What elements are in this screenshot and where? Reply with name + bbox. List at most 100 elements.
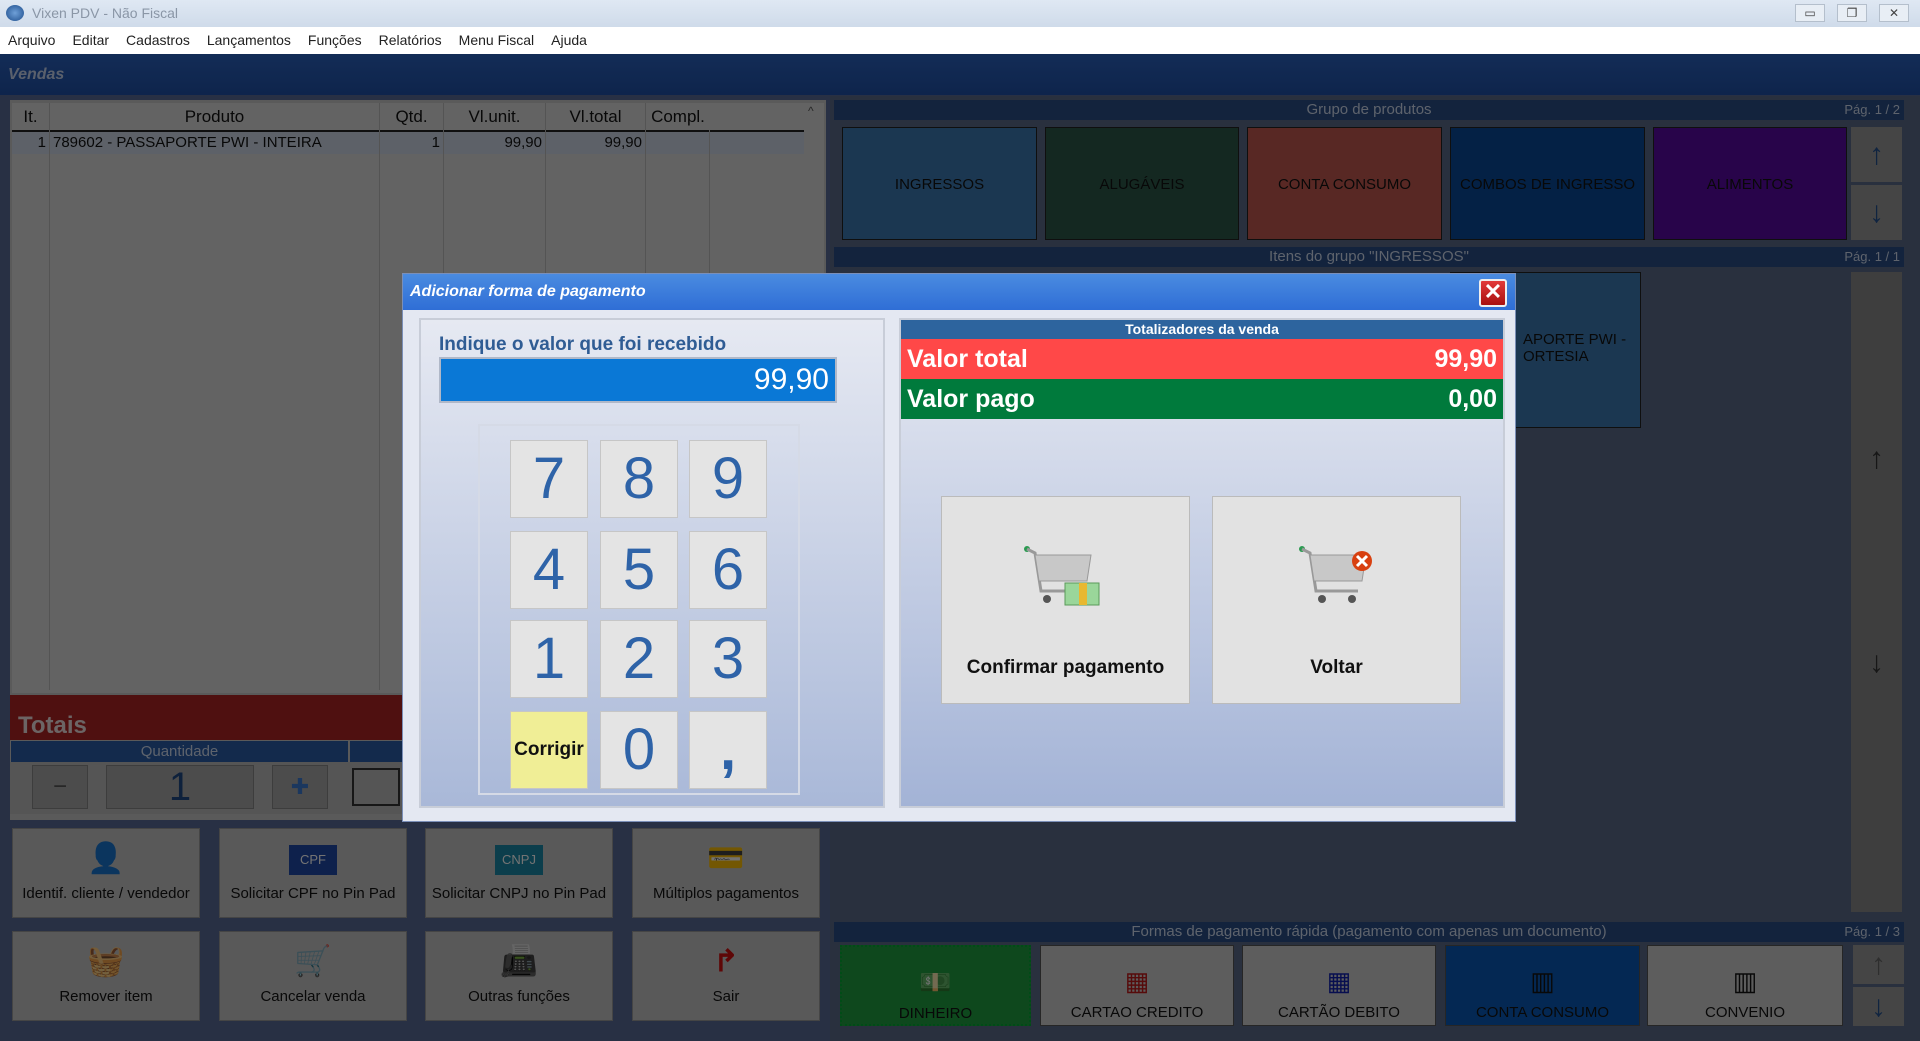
key-1[interactable]: 1 <box>510 620 588 698</box>
group-items-page: Pág. 1 / 1 <box>1844 249 1900 264</box>
received-value-input[interactable]: 99,90 <box>439 357 837 403</box>
cell-it: 1 <box>12 132 50 154</box>
menu-lancamentos[interactable]: Lançamentos <box>206 32 291 48</box>
key-8[interactable]: 8 <box>600 440 678 518</box>
key-6[interactable]: 6 <box>689 531 767 609</box>
exit-button[interactable]: ↱ Sair <box>632 931 820 1021</box>
payments-down-arrow-icon[interactable]: ↓ <box>1853 987 1904 1026</box>
minimize-button[interactable]: ▭ <box>1795 4 1825 22</box>
quick-payments-page: Pág. 1 / 3 <box>1844 924 1900 939</box>
exit-icon: ↱ <box>713 945 739 978</box>
section-title: Vendas <box>0 54 1920 95</box>
button-label: Múltiplos pagamentos <box>653 885 799 902</box>
items-scrollbar[interactable]: ↑ ↓ <box>1851 272 1902 912</box>
col-vltotal[interactable]: Vl.total <box>546 103 646 130</box>
confirm-payment-label: Confirmar pagamento <box>966 657 1165 678</box>
multiple-payments-button[interactable]: 💳 Múltiplos pagamentos <box>632 828 820 918</box>
key-0[interactable]: 0 <box>600 711 678 789</box>
group-alimentos[interactable]: ALIMENTOS <box>1653 127 1847 240</box>
key-3[interactable]: 3 <box>689 620 767 698</box>
valor-pago-label: Valor pago <box>907 385 1035 413</box>
menu-cadastros[interactable]: Cadastros <box>126 32 190 48</box>
confirm-payment-button[interactable]: Confirmar pagamento <box>941 496 1190 704</box>
request-cnpj-button[interactable]: CNPJ Solicitar CNPJ no Pin Pad <box>425 828 613 918</box>
table-row[interactable] <box>12 132 804 154</box>
button-label: Solicitar CPF no Pin Pad <box>230 885 396 902</box>
window-title: Vixen PDV - Não Fiscal <box>32 5 179 21</box>
correct-button[interactable]: Corrigir <box>510 711 588 789</box>
title-bar: Vixen PDV - Não Fiscal <box>0 0 1920 27</box>
pay-convenio-button[interactable]: ▥ CONVENIO <box>1647 945 1843 1026</box>
key-4[interactable]: 4 <box>510 531 588 609</box>
col-qtd[interactable]: Qtd. <box>380 103 444 130</box>
menu-arquivo[interactable]: Arquivo <box>8 32 56 48</box>
button-label: CONTA CONSUMO <box>1475 1004 1610 1021</box>
increase-quantity-button[interactable]: ✚ <box>272 765 328 809</box>
request-cpf-button[interactable]: CPF Solicitar CPF no Pin Pad <box>219 828 407 918</box>
valor-pago-value: 0,00 <box>1448 385 1497 413</box>
identify-customer-button[interactable]: 👤 Identif. cliente / vendedor <box>12 828 200 918</box>
quantity-field[interactable]: 1 <box>106 765 254 809</box>
pay-debito-button[interactable]: ▦ CARTÃO DEBITO <box>1242 945 1436 1026</box>
pay-dinheiro-button[interactable]: 💵 DINHEIRO <box>840 945 1031 1026</box>
pay-credito-button[interactable]: ▦ CARTAO CREDITO <box>1040 945 1234 1026</box>
button-label: Outras funções <box>468 988 570 1005</box>
cancel-cart-icon: 🛒 <box>294 945 332 978</box>
button-label: CARTAO CREDITO <box>1070 1004 1204 1021</box>
key-7[interactable]: 7 <box>510 440 588 518</box>
payments-up-arrow-icon[interactable]: ↑ <box>1853 945 1904 984</box>
debit-card-icon: ▦ <box>1326 966 1352 996</box>
col-vlunit[interactable]: Vl.unit. <box>444 103 546 130</box>
groups-up-arrow-icon[interactable]: ↑ <box>1851 127 1902 182</box>
cpf-card-icon: CPF <box>289 845 337 875</box>
dialog-title: Adicionar forma de pagamento <box>403 274 1515 310</box>
key-2[interactable]: 2 <box>600 620 678 698</box>
user-search-icon: 👤 <box>87 842 125 875</box>
credit-card-icon: ▦ <box>1124 966 1150 996</box>
valor-total-value: 99,90 <box>1434 345 1497 373</box>
menu-funcoes[interactable]: Funções <box>307 32 362 48</box>
grid-line <box>49 130 50 690</box>
app-icon <box>6 5 24 21</box>
cell-qtd: 1 <box>380 132 444 154</box>
cancel-sale-button[interactable]: 🛒 Cancelar venda <box>219 931 407 1021</box>
other-functions-button[interactable]: 📠 Outras funções <box>425 931 613 1021</box>
scroll-up-icon[interactable]: ^ <box>808 104 814 118</box>
groups-header: Grupo de produtos Pág. 1 / 2 <box>834 100 1904 120</box>
key-9[interactable]: 9 <box>689 440 767 518</box>
barcode-icon: ▥ <box>1732 966 1758 996</box>
menu-fiscal[interactable]: Menu Fiscal <box>458 32 535 48</box>
multiple-payments-icon: 💳 <box>707 842 745 875</box>
groups-down-arrow-icon[interactable]: ↓ <box>1851 185 1902 240</box>
col-compl[interactable]: Compl. <box>651 107 705 126</box>
group-conta-consumo[interactable]: CONTA CONSUMO <box>1247 127 1442 240</box>
restore-button[interactable]: ❐ <box>1837 4 1867 22</box>
menu-ajuda[interactable]: Ajuda <box>551 32 587 48</box>
col-produto[interactable]: Produto <box>50 103 380 130</box>
group-ingressos[interactable]: INGRESSOS <box>842 127 1037 240</box>
cart-cancel-icon <box>1298 546 1372 603</box>
close-dialog-icon[interactable]: ✕ <box>1479 279 1507 307</box>
value-panel: Indique o valor que foi recebido 99,90 7… <box>419 318 885 808</box>
pay-conta-consumo-button[interactable]: ▥ CONTA CONSUMO <box>1445 945 1640 1026</box>
key-5[interactable]: 5 <box>600 531 678 609</box>
group-alugaveis[interactable]: ALUGÁVEIS <box>1045 127 1239 240</box>
quick-payments-header: Formas de pagamento rápida (pagamento co… <box>834 922 1904 942</box>
button-label: Sair <box>712 988 740 1005</box>
close-window-button[interactable]: ✕ <box>1879 4 1909 22</box>
cart-money-icon <box>1023 546 1099 606</box>
totalizers-panel: Totalizadores da venda Valor total 99,90 … <box>899 318 1505 808</box>
key-comma[interactable]: , <box>689 711 767 789</box>
decrease-quantity-button[interactable]: − <box>32 765 88 809</box>
back-button[interactable]: Voltar <box>1212 496 1461 704</box>
col-it[interactable]: It. <box>12 103 50 130</box>
menu-relatorios[interactable]: Relatórios <box>378 32 442 48</box>
menu-editar[interactable]: Editar <box>72 32 110 48</box>
totals-field <box>352 768 400 806</box>
group-combos[interactable]: COMBOS DE INGRESSO <box>1450 127 1645 240</box>
items-up-arrow-icon[interactable]: ↑ <box>1869 442 1884 475</box>
numeric-keypad: 7 8 9 4 5 6 1 2 3 Corrigir 0 , <box>478 424 800 795</box>
remove-item-button[interactable]: 🧺 Remover item <box>12 931 200 1021</box>
cell-total: 99,90 <box>546 132 646 154</box>
items-down-arrow-icon[interactable]: ↓ <box>1869 646 1884 679</box>
